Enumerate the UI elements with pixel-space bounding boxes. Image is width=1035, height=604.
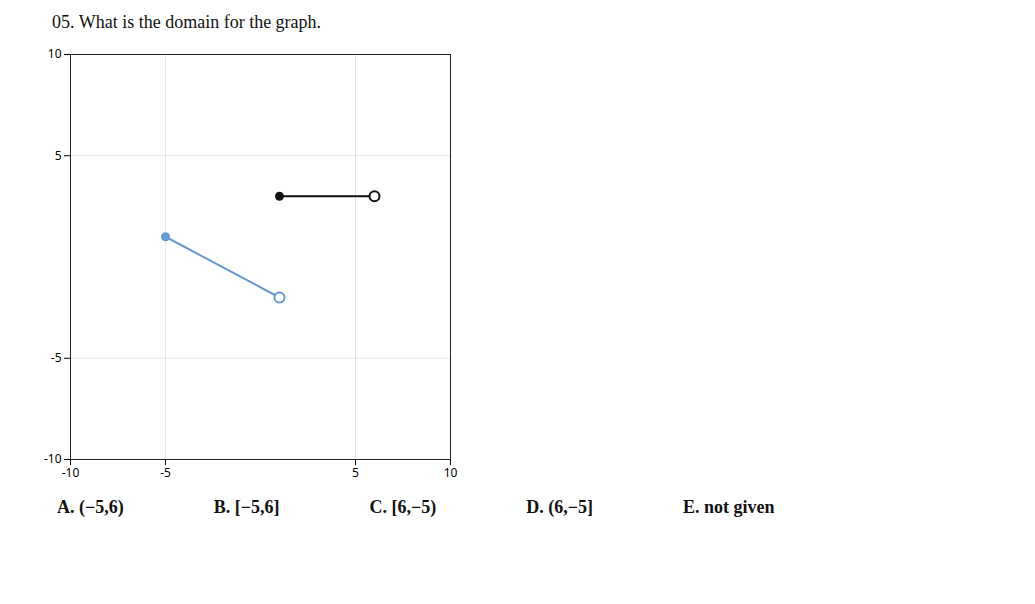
svg-text:10: 10 xyxy=(48,45,62,62)
html-text:B. [−5,6]: B. [−5,6] xyxy=(213,497,280,517)
svg-text:10: 10 xyxy=(444,464,458,481)
svg-text:5: 5 xyxy=(55,147,62,164)
svg-text:-10: -10 xyxy=(62,464,80,481)
html-text:D. (6,−5]: D. (6,−5] xyxy=(526,497,593,517)
html-text:05. What is the domain for the: 05. What is the domain for the graph. xyxy=(52,12,322,32)
html-text:A. (−5,6): A. (−5,6) xyxy=(57,497,124,517)
html-text:C. [6,−5): C. [6,−5) xyxy=(369,497,437,517)
html-text:E. not given: E. not given xyxy=(683,497,775,517)
svg-text:5: 5 xyxy=(352,464,359,481)
svg-text:-5: -5 xyxy=(160,464,171,481)
svg-text:-5: -5 xyxy=(51,349,62,366)
svg-text:-10: -10 xyxy=(44,450,62,467)
